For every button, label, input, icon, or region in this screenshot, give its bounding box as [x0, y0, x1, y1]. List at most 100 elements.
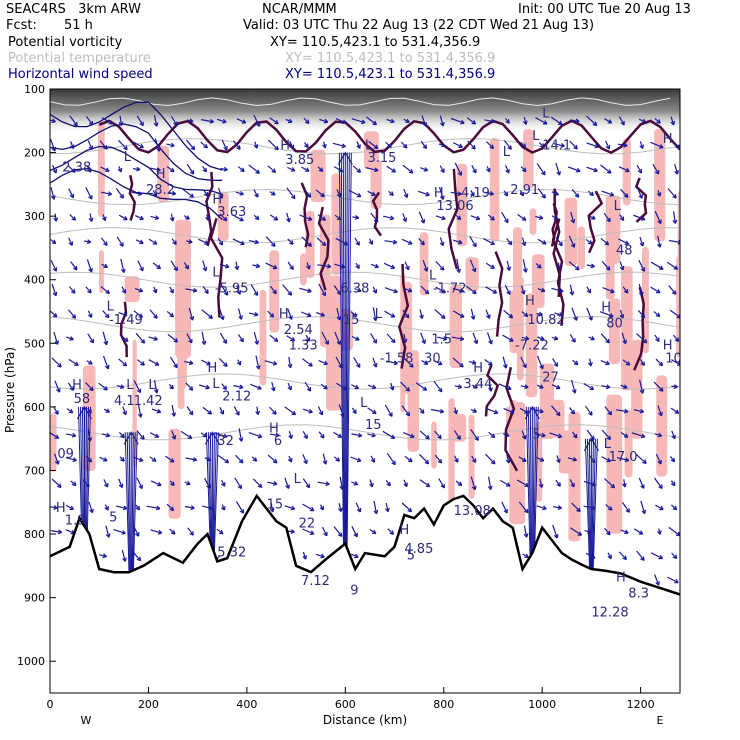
- pv-fill-patch: [310, 149, 326, 202]
- wind-arrow: [500, 211, 509, 224]
- wind-arrow: [471, 455, 477, 463]
- wind-arrow: [571, 189, 580, 198]
- wind-arrow: [585, 405, 593, 416]
- wind-arrow: [400, 381, 411, 392]
- wind-arrow: [355, 262, 360, 270]
- wind-arrow: [568, 235, 576, 248]
- wind-arrow: [151, 408, 162, 414]
- wind-arrow: [86, 259, 93, 273]
- wind-arrow: [165, 455, 175, 463]
- contour-label: -1.58: [380, 351, 414, 366]
- wind-arrow: [551, 405, 561, 417]
- wind-arrow: [382, 430, 396, 439]
- pv-fill-patch: [558, 430, 574, 474]
- pv-fill-patch: [407, 350, 420, 452]
- y-tick-label: 300: [24, 210, 45, 223]
- wind-arrow: [603, 212, 611, 223]
- wind-arrow: [221, 504, 226, 511]
- wind-arrow: [234, 261, 240, 271]
- wind-arrow: [670, 504, 678, 511]
- wind-arrow: [383, 215, 395, 221]
- wind-arrow: [367, 190, 376, 196]
- contour-label: L: [365, 138, 373, 153]
- wind-arrow: [101, 432, 111, 438]
- pv-contour: [494, 251, 504, 337]
- wind-arrow: [166, 310, 174, 318]
- pv-fill-patch: [605, 195, 621, 264]
- wind-arrow: [467, 140, 476, 150]
- contour-label: 5: [407, 549, 415, 564]
- wind-arrow: [435, 286, 447, 294]
- wind-arrow: [453, 407, 459, 415]
- x-axis-label: Distance (km): [323, 713, 407, 727]
- wind-arrow: [433, 380, 443, 393]
- wind-arrow: [435, 260, 445, 271]
- wind-arrow: [438, 478, 445, 489]
- wind-arrow: [100, 285, 110, 295]
- wind-arrow: [66, 408, 74, 414]
- wind-arrow: [120, 334, 129, 342]
- pv-fill-patch: [539, 363, 555, 439]
- contour-label: 7.12: [301, 574, 330, 589]
- wind-arrow: [568, 261, 580, 271]
- wind-arrow: [321, 331, 329, 345]
- wind-arrow: [136, 477, 143, 490]
- theta-contour: [50, 227, 680, 244]
- contour-label: H: [473, 361, 483, 376]
- wind-arrow: [267, 139, 279, 151]
- wind-arrow: [69, 214, 77, 221]
- stratosphere-shading: [50, 89, 680, 134]
- y-tick-label: 800: [24, 528, 45, 541]
- wind-arrow: [384, 287, 398, 294]
- wind-arrow: [650, 552, 663, 560]
- wind-arrow: [265, 262, 278, 270]
- wind-arrow: [269, 406, 277, 415]
- wind-arrow: [586, 115, 598, 127]
- contour-label: 48: [616, 243, 633, 258]
- wind-arrow: [100, 237, 108, 246]
- wind-arrow: [553, 143, 565, 148]
- contour-label: H: [56, 501, 66, 516]
- wind-arrow: [434, 454, 443, 464]
- wind-arrow: [586, 429, 595, 441]
- wind-arrow: [134, 287, 144, 293]
- wind-arrow: [332, 142, 346, 149]
- wind-arrow: [287, 308, 293, 320]
- wind-vectors: [50, 114, 680, 586]
- wind-arrow: [302, 528, 315, 535]
- wind-arrow: [352, 215, 360, 220]
- wind-arrow: [667, 576, 679, 584]
- wind-arrow: [185, 288, 198, 293]
- wind-arrow: [86, 165, 92, 173]
- wind-arrow: [51, 478, 62, 488]
- wind-arrow: [217, 454, 230, 464]
- wind-arrow: [180, 430, 193, 439]
- pv-fill-patch: [513, 227, 523, 336]
- wind-arrow: [184, 360, 194, 366]
- wind-arrow: [200, 141, 208, 149]
- wind-arrow: [370, 263, 379, 269]
- wind-arrow: [118, 478, 124, 489]
- wind-arrow: [269, 117, 279, 125]
- x-tick-label: 800: [433, 698, 454, 711]
- pv-fill-patch: [456, 163, 468, 247]
- wind-arrow: [304, 142, 309, 149]
- wind-arrow: [622, 286, 629, 294]
- wind-arrow: [102, 310, 110, 319]
- wind-arrow: [469, 236, 477, 248]
- wind-arrow: [286, 212, 291, 223]
- contour-label: L: [542, 107, 550, 122]
- wind-arrow: [115, 505, 128, 511]
- wind-arrow: [50, 310, 58, 318]
- wind-arrow: [418, 211, 426, 224]
- wind-arrow: [219, 332, 228, 344]
- contour-label: H: [525, 294, 535, 309]
- wind-arrow: [118, 139, 128, 151]
- wind-arrow: [284, 406, 297, 416]
- wind-arrow: [571, 307, 578, 321]
- wind-arrow: [537, 188, 546, 199]
- x-right-label: E: [657, 714, 664, 727]
- wind-arrow: [233, 384, 244, 390]
- wind-arrow: [487, 214, 495, 221]
- contour-label: 27: [542, 371, 559, 386]
